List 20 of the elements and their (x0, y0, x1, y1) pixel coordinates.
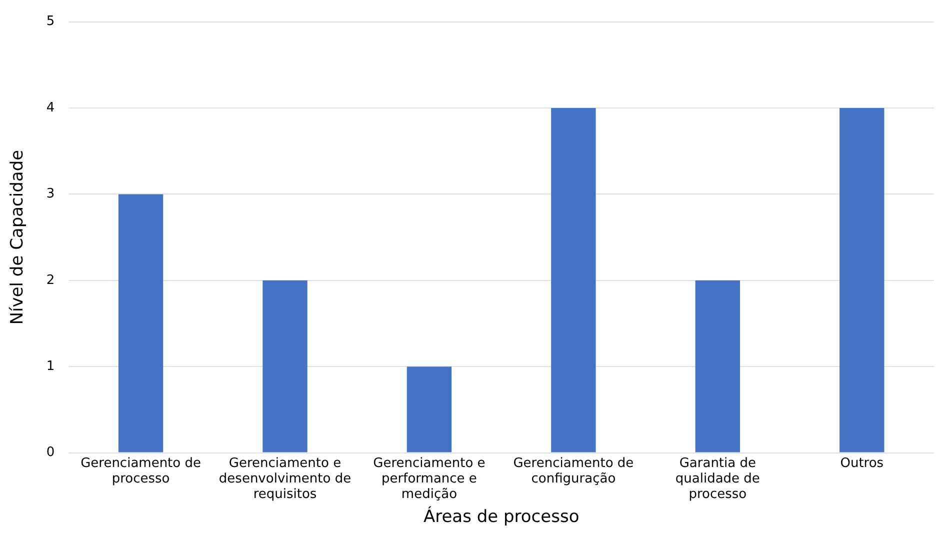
y-tick-label: 2 (46, 272, 55, 288)
x-axis-title: Áreas de processo (423, 506, 580, 528)
x-tick-label: Gerenciamento e performance e medição (373, 456, 486, 502)
bar (840, 108, 884, 452)
y-axis-title: Nível de Capacidade (8, 150, 28, 325)
bar (406, 366, 452, 452)
x-tick-label: Outros (840, 456, 884, 471)
bar (695, 280, 740, 452)
x-tick-label: Garantia de qualidade de processo (675, 456, 760, 502)
bar (551, 108, 596, 452)
x-tick-label: Gerenciamento de processo (80, 456, 201, 487)
x-tick-label: Gerenciamento de configuração (513, 456, 634, 487)
y-tick-label: 4 (46, 100, 55, 116)
x-tick-label: Gerenciamento e desenvolvimento de requisitos (218, 456, 352, 502)
y-tick-label: 5 (46, 14, 55, 30)
y-tick-label: 1 (46, 358, 55, 374)
bar (118, 194, 164, 452)
y-tick-label: 3 (46, 186, 55, 202)
y-tick-label: 0 (46, 445, 55, 460)
bar (262, 280, 308, 452)
